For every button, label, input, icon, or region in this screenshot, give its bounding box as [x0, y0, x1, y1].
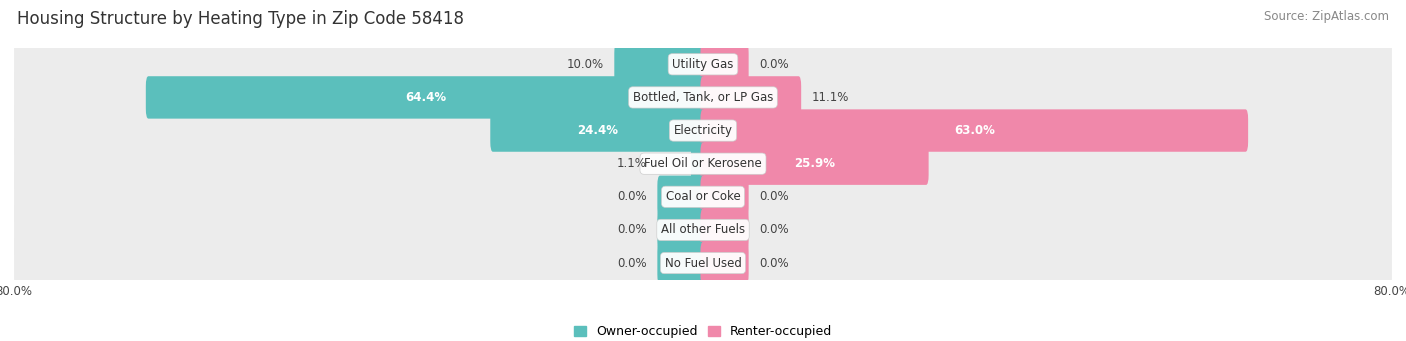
Text: Fuel Oil or Kerosene: Fuel Oil or Kerosene — [644, 157, 762, 170]
FancyBboxPatch shape — [700, 242, 748, 284]
FancyBboxPatch shape — [14, 100, 1392, 161]
Text: Utility Gas: Utility Gas — [672, 58, 734, 71]
Text: Bottled, Tank, or LP Gas: Bottled, Tank, or LP Gas — [633, 91, 773, 104]
FancyBboxPatch shape — [700, 143, 928, 185]
Text: 64.4%: 64.4% — [405, 91, 446, 104]
FancyBboxPatch shape — [700, 209, 748, 251]
FancyBboxPatch shape — [700, 43, 748, 86]
FancyBboxPatch shape — [146, 76, 706, 119]
Text: All other Fuels: All other Fuels — [661, 223, 745, 236]
Text: 63.0%: 63.0% — [953, 124, 994, 137]
FancyBboxPatch shape — [700, 176, 748, 218]
FancyBboxPatch shape — [700, 76, 801, 119]
Text: 0.0%: 0.0% — [759, 223, 789, 236]
FancyBboxPatch shape — [14, 67, 1392, 128]
Text: 25.9%: 25.9% — [794, 157, 835, 170]
FancyBboxPatch shape — [690, 143, 706, 185]
Text: 0.0%: 0.0% — [617, 190, 647, 203]
FancyBboxPatch shape — [14, 167, 1392, 227]
Text: 24.4%: 24.4% — [578, 124, 619, 137]
FancyBboxPatch shape — [658, 209, 706, 251]
Text: 0.0%: 0.0% — [759, 256, 789, 269]
FancyBboxPatch shape — [14, 200, 1392, 260]
FancyBboxPatch shape — [491, 109, 706, 152]
Text: Source: ZipAtlas.com: Source: ZipAtlas.com — [1264, 10, 1389, 23]
FancyBboxPatch shape — [658, 242, 706, 284]
Text: No Fuel Used: No Fuel Used — [665, 256, 741, 269]
Text: 1.1%: 1.1% — [617, 157, 647, 170]
Text: Housing Structure by Heating Type in Zip Code 58418: Housing Structure by Heating Type in Zip… — [17, 10, 464, 28]
Text: Electricity: Electricity — [673, 124, 733, 137]
Text: 0.0%: 0.0% — [617, 256, 647, 269]
Text: 11.1%: 11.1% — [811, 91, 849, 104]
Text: Coal or Coke: Coal or Coke — [665, 190, 741, 203]
FancyBboxPatch shape — [14, 34, 1392, 94]
FancyBboxPatch shape — [700, 109, 1249, 152]
FancyBboxPatch shape — [14, 134, 1392, 194]
Text: 0.0%: 0.0% — [759, 58, 789, 71]
Legend: Owner-occupied, Renter-occupied: Owner-occupied, Renter-occupied — [574, 325, 832, 338]
Text: 0.0%: 0.0% — [759, 190, 789, 203]
FancyBboxPatch shape — [614, 43, 706, 86]
Text: 0.0%: 0.0% — [617, 223, 647, 236]
FancyBboxPatch shape — [14, 233, 1392, 293]
FancyBboxPatch shape — [658, 176, 706, 218]
Text: 10.0%: 10.0% — [567, 58, 605, 71]
